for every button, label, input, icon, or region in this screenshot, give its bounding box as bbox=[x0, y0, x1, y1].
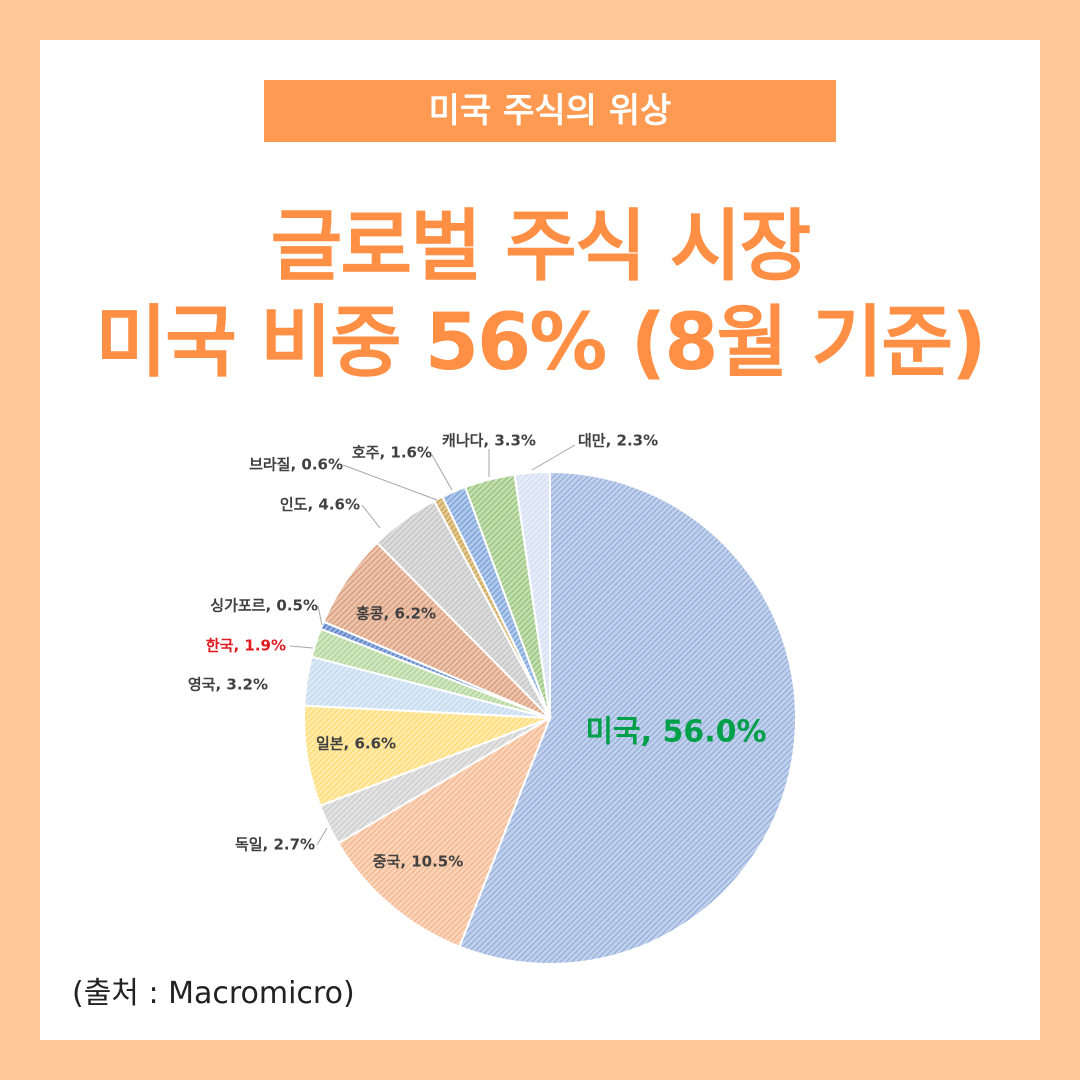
slice-label: 싱가포르, 0.5% bbox=[210, 597, 318, 615]
leader-line bbox=[342, 464, 438, 501]
slice-label: 홍콩, 6.2% bbox=[356, 605, 436, 623]
slice-label: 일본, 6.6% bbox=[316, 735, 396, 753]
slice-label: 한국, 1.9% bbox=[206, 637, 286, 655]
slice-label: 브라질, 0.6% bbox=[249, 456, 343, 474]
pie-slice bbox=[513, 470, 551, 719]
leader-line bbox=[361, 504, 381, 529]
leader-line bbox=[289, 645, 314, 649]
source-note: (출처 : Macromicro) bbox=[72, 976, 355, 1011]
pie-slice bbox=[458, 470, 797, 965]
slice-label: 독일, 2.7% bbox=[235, 836, 315, 854]
slice-label: 미국, 56.0% bbox=[585, 715, 766, 750]
slice-label: 호주, 1.6% bbox=[352, 444, 432, 462]
slice-label: 중국, 10.5% bbox=[373, 853, 464, 871]
topic-banner: 미국 주식의 위상 bbox=[264, 80, 836, 142]
slice-label: 대만, 2.3% bbox=[578, 432, 658, 450]
content-card: 미국 주식의 위상 글로벌 주식 시장 미국 비중 56% (8월 기준) (출… bbox=[40, 40, 1040, 1040]
leader-line bbox=[431, 454, 453, 491]
slice-label: 캐나다, 3.3% bbox=[442, 432, 536, 450]
pie-slice bbox=[336, 715, 553, 949]
slice-label: 영국, 3.2% bbox=[188, 676, 268, 694]
leader-line bbox=[316, 827, 328, 846]
headline-line2: 미국 비중 56% (8월 기준) bbox=[95, 298, 986, 388]
headline-line1: 글로벌 주식 시장 bbox=[270, 202, 812, 292]
leader-line bbox=[317, 605, 323, 626]
slice-label: 인도, 4.6% bbox=[280, 496, 360, 514]
leader-line bbox=[531, 444, 576, 471]
